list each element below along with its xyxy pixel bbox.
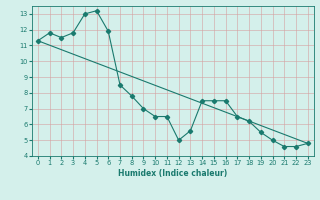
- X-axis label: Humidex (Indice chaleur): Humidex (Indice chaleur): [118, 169, 228, 178]
